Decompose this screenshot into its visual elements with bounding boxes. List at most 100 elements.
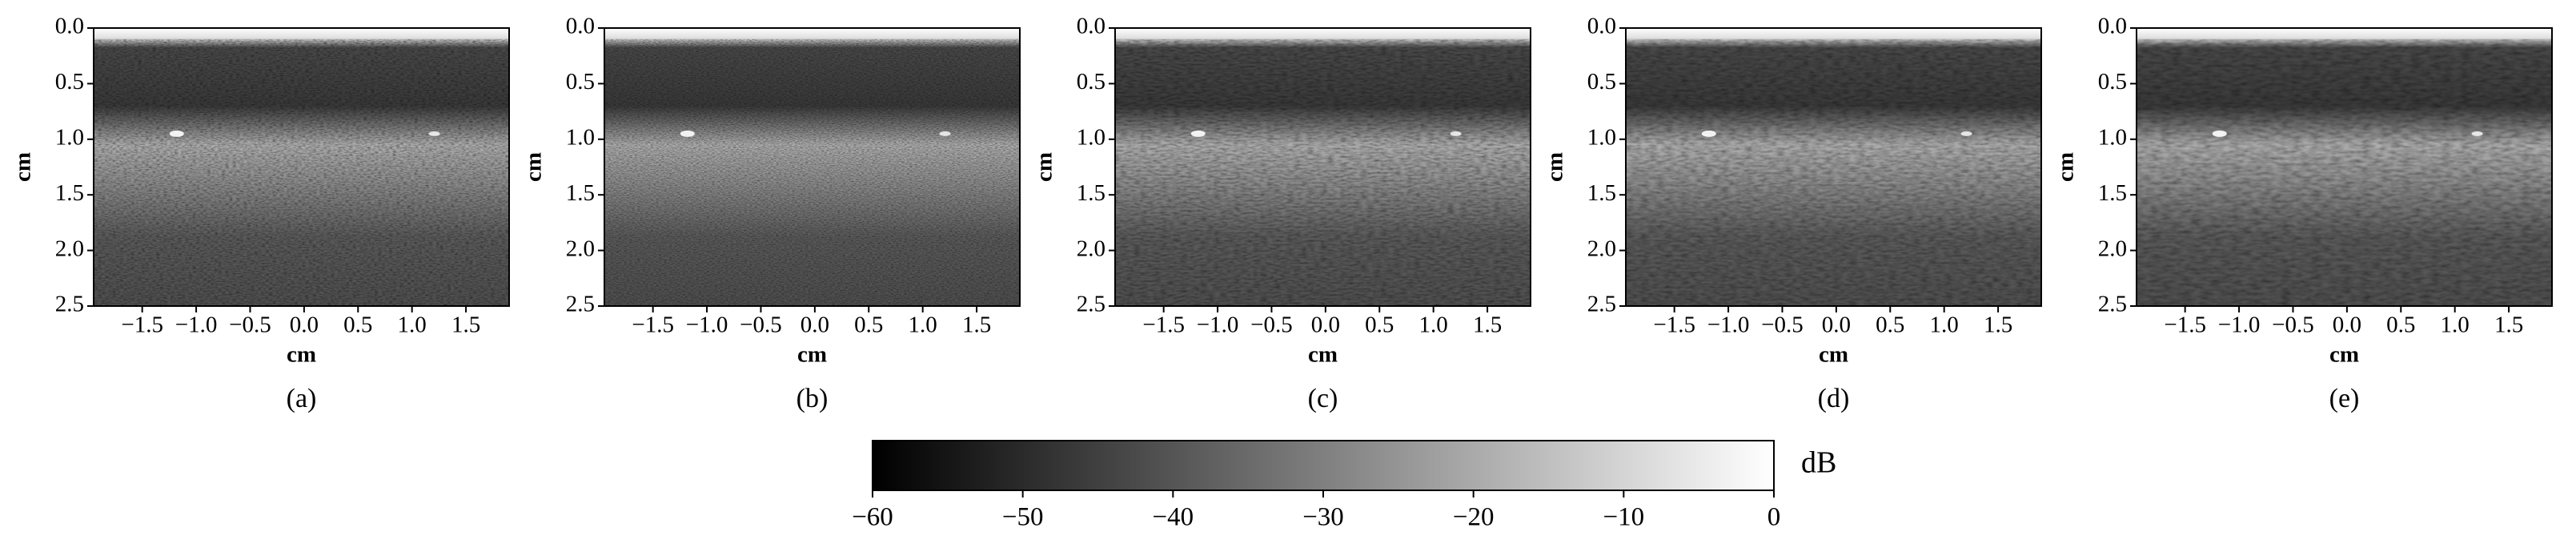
x-tick-label: 1.5 [962, 312, 991, 338]
x-tick-label: 1.0 [909, 312, 937, 338]
reflector [1960, 131, 1972, 136]
x-tick-label: 1.5 [1984, 312, 2012, 338]
y-axis-label: cm [1543, 152, 1568, 182]
x-tick-label: 1.0 [398, 312, 427, 338]
x-tick-label: −1.0 [686, 312, 728, 338]
y-tick-label: 0.5 [1077, 69, 1105, 95]
colorbar-tick-label: −20 [1453, 503, 1495, 532]
caption: (a) [287, 384, 317, 413]
y-tick-label: 2.5 [55, 292, 84, 317]
x-tick-label: −1.5 [2164, 312, 2206, 338]
speckle [1115, 39, 1531, 306]
x-tick-label: 0.5 [1876, 312, 1904, 338]
caption: (e) [2329, 384, 2360, 413]
colorbar-tick-label: −50 [1002, 503, 1044, 532]
x-tick-label: −1.0 [1707, 312, 1750, 338]
reflector [2471, 131, 2483, 136]
speckle [1626, 39, 2041, 306]
y-tick-label: 2.5 [2098, 292, 2127, 317]
ultrasound-image [1115, 28, 1531, 306]
colorbar-label: dB [1801, 446, 1836, 480]
y-tick-label: 1.5 [1587, 180, 1616, 206]
x-axis-label: cm [1819, 342, 1848, 368]
y-tick-label: 0.0 [55, 14, 84, 39]
y-tick-label: 1.0 [2098, 124, 2127, 150]
x-tick-label: −1.5 [1653, 312, 1695, 338]
x-axis-label: cm [1308, 342, 1338, 368]
axes-frame [93, 27, 510, 307]
x-tick-label: −0.5 [229, 312, 271, 338]
y-tick-label: 2.5 [1587, 292, 1616, 317]
speckle [2137, 39, 2552, 306]
y-tick-label: 1.0 [566, 124, 595, 150]
reflector [1701, 130, 1716, 137]
panel: −1.5 −1.0 −0.5 0.0 0.5 1.0 1.5 0.0 0.5 1.0 1.5 2.0 2… [1032, 14, 1531, 413]
colorbar-gradient [872, 440, 1775, 491]
x-tick-label: −0.5 [1761, 312, 1804, 338]
y-tick-label: 0.0 [1587, 14, 1616, 39]
axes-frame [604, 27, 1021, 307]
y-tick-label: 1.5 [1077, 180, 1105, 206]
panel: −1.5 −1.0 −0.5 0.0 0.5 1.0 1.5 0.0 0.5 1.0 1.5 2.0 2… [521, 14, 1021, 413]
axes-frame [1114, 27, 1531, 307]
reflector [2212, 130, 2227, 137]
axes-frame [2136, 27, 2553, 307]
axes-frame [1625, 27, 2042, 307]
y-tick-label: 1.0 [55, 124, 84, 150]
colorbar-tick-label: −60 [852, 503, 893, 532]
x-tick-label: −1.0 [175, 312, 218, 338]
x-tick-label: 0.0 [2333, 312, 2361, 338]
ultrasound-image [94, 28, 509, 306]
x-tick-label: 1.5 [451, 312, 480, 338]
x-tick-label: −1.5 [632, 312, 674, 338]
caption: (d) [1818, 384, 1850, 413]
x-axis-label: cm [2329, 342, 2359, 368]
x-tick-label: −0.5 [1250, 312, 1293, 338]
colorbar-tick-label: −40 [1153, 503, 1194, 532]
y-tick-label: 2.0 [1077, 236, 1105, 261]
x-tick-label: −1.0 [2218, 312, 2261, 338]
y-tick-label: 0.5 [2098, 69, 2127, 95]
speckle [94, 39, 509, 306]
y-tick-label: 0.0 [566, 14, 595, 39]
x-tick-label: 1.0 [1419, 312, 1448, 338]
panel: −1.5 −1.0 −0.5 0.0 0.5 1.0 1.5 0.0 0.5 1.0 1.5 2.0 2… [1543, 14, 2042, 413]
x-tick-label: 1.5 [2494, 312, 2523, 338]
x-tick-label: 0.0 [1822, 312, 1851, 338]
x-tick-label: 0.0 [290, 312, 319, 338]
colorbar-tick-label: −10 [1603, 503, 1645, 532]
reflector [428, 131, 440, 136]
x-tick-label: 1.5 [1473, 312, 1502, 338]
caption: (c) [1308, 384, 1338, 413]
y-tick-label: 1.5 [55, 180, 84, 206]
y-tick-label: 0.5 [566, 69, 595, 95]
x-tick-label: 0.5 [2386, 312, 2415, 338]
x-tick-label: −1.5 [121, 312, 163, 338]
x-tick-label: −1.5 [1142, 312, 1185, 338]
colorbar-tick-label: 0 [1767, 503, 1781, 532]
ultrasound-image [604, 28, 1020, 306]
y-tick-label: 0.5 [55, 69, 84, 95]
x-tick-label: 0.0 [800, 312, 829, 338]
ultrasound-image [2137, 28, 2552, 306]
y-axis-label: cm [10, 152, 36, 182]
y-tick-label: 0.0 [1077, 14, 1105, 39]
x-tick-label: 0.5 [1365, 312, 1394, 338]
x-tick-label: 0.5 [343, 312, 372, 338]
reflector [1450, 131, 1462, 136]
y-tick-label: 2.5 [1077, 292, 1105, 317]
x-tick-label: −1.0 [1197, 312, 1239, 338]
y-axis-label: cm [2053, 152, 2079, 182]
y-tick-label: 2.0 [55, 236, 84, 261]
colorbar: −60 −50 −40 −30 −20 −10 0 dB [852, 440, 1836, 532]
x-tick-label: 1.0 [1930, 312, 1959, 338]
caption: (b) [796, 384, 829, 413]
y-tick-label: 1.0 [1587, 124, 1616, 150]
y-tick-label: 2.0 [1587, 236, 1616, 261]
panel: −1.5 −1.0 −0.5 0.0 0.5 1.0 1.5 0.0 0.5 1.0 1.5 2.0 2… [2053, 14, 2553, 413]
y-tick-label: 1.0 [1077, 124, 1105, 150]
x-tick-label: 1.0 [2441, 312, 2470, 338]
x-tick-label: −0.5 [740, 312, 782, 338]
x-axis-label: cm [797, 342, 827, 368]
